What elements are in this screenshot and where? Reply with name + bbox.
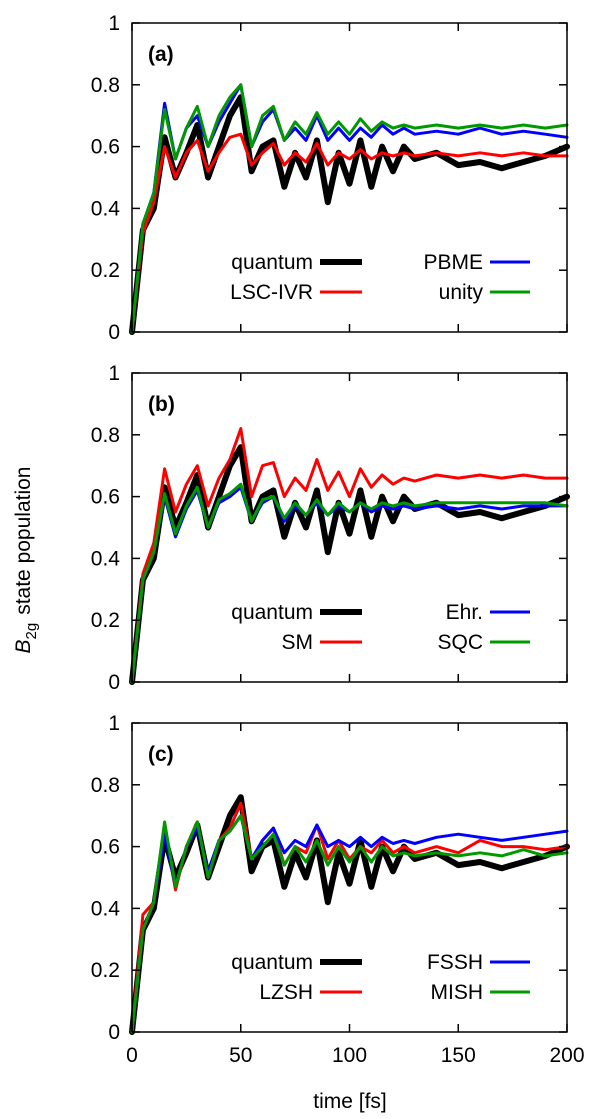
y-axis-label-subscript: 2g (23, 623, 40, 640)
panels: 0 0.2 0.4 0.6 0.8 1 (a) quantum PBME LSC-IVR unity… (91, 12, 585, 1067)
panel-3: 0 0.2 0.4 0.6 0.8 1 0 50 100 150 200 (c) quantum FSSH… (91, 712, 585, 1067)
series-line-quantum (129, 444, 570, 685)
y-tick-label: 1 (108, 712, 120, 735)
panel-label: (a) (148, 43, 174, 66)
y-tick-label: 0.8 (91, 424, 120, 447)
series-line-sqc (130, 482, 569, 684)
y-tick-label: 0 (108, 671, 120, 694)
panel-label: (b) (148, 393, 175, 416)
y-tick-label: 0.8 (91, 74, 120, 97)
y-tick-label: 0.4 (91, 197, 121, 220)
legend-label: quantum (231, 251, 313, 274)
y-axis-label: B2g state population (12, 467, 40, 654)
series-line-mish (130, 814, 569, 1034)
series-line-quantum (129, 94, 570, 335)
legend-label: quantum (231, 951, 313, 974)
legend-label: MISH (431, 981, 484, 1004)
legend-label: FSSH (427, 951, 483, 974)
legend-label: SQC (437, 631, 483, 654)
x-tick-label: 0 (126, 1044, 138, 1067)
y-tick-label: 0 (108, 321, 120, 344)
x-tick-label: 200 (549, 1044, 584, 1067)
series-line-unity (130, 83, 569, 334)
y-tick-label: 0.4 (91, 897, 121, 920)
x-tick-label: 100 (332, 1044, 367, 1067)
y-axis-label-rest: state population (12, 467, 35, 615)
legend-label: unity (439, 281, 484, 304)
series-line-sm (130, 427, 569, 684)
legend-label: quantum (231, 601, 313, 624)
y-tick-label: 0.4 (91, 547, 121, 570)
y-tick-label: 0.8 (91, 774, 120, 797)
y-tick-label: 0.2 (91, 959, 120, 982)
x-tick-label: 150 (441, 1044, 476, 1067)
panel-label: (c) (148, 743, 174, 766)
y-tick-label: 0.6 (91, 486, 120, 509)
legend-label: PBME (423, 251, 483, 274)
series-line-pbme (130, 83, 569, 334)
y-tick-label: 0 (108, 1021, 120, 1044)
series-line-lsc-ivr (130, 132, 569, 334)
y-axis-label-main: B (12, 639, 35, 653)
y-tick-label: 1 (108, 12, 120, 35)
y-tick-label: 0.2 (91, 259, 120, 282)
series-line-fssh (130, 814, 569, 1034)
legend-label: Ehr. (446, 601, 483, 624)
y-tick-label: 1 (108, 362, 120, 385)
y-tick-label: 0.2 (91, 609, 120, 632)
y-tick-label: 0.6 (91, 136, 120, 159)
x-axis-label: time [fs] (313, 1090, 387, 1113)
x-tick-label: 50 (229, 1044, 252, 1067)
legend-label: SM (282, 631, 314, 654)
y-tick-label: 0.6 (91, 836, 120, 859)
legend-label: LSC-IVR (230, 281, 313, 304)
panel-1: 0 0.2 0.4 0.6 0.8 1 (a) quantum PBME LSC-IVR unity (91, 12, 570, 344)
panel-2: 0 0.2 0.4 0.6 0.8 1 (b) quantum Ehr. SM SQC (91, 362, 570, 694)
legend-label: LZSH (259, 981, 313, 1004)
